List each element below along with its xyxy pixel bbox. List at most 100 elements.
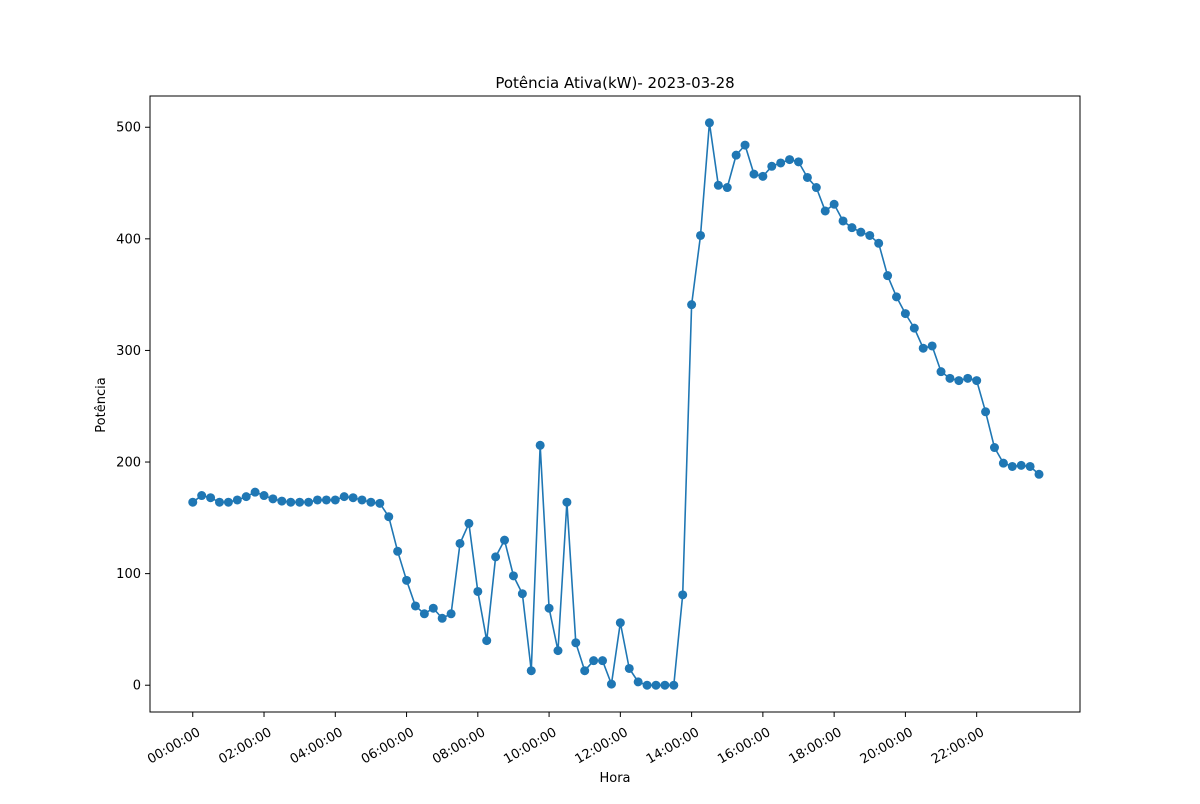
data-point	[553, 646, 563, 656]
data-point	[357, 495, 367, 505]
data-point	[633, 677, 643, 687]
data-point	[491, 552, 501, 562]
data-point	[767, 161, 777, 171]
data-point	[366, 497, 376, 507]
data-point	[295, 497, 305, 507]
data-point	[268, 494, 278, 504]
data-point	[749, 169, 759, 179]
data-point	[722, 183, 732, 193]
data-point	[384, 512, 394, 522]
data-point	[375, 498, 385, 508]
data-point	[410, 601, 420, 611]
data-point	[972, 376, 982, 386]
data-point	[241, 492, 251, 502]
data-point	[687, 300, 697, 310]
data-point	[562, 497, 572, 507]
data-point	[473, 586, 483, 596]
data-point	[615, 618, 625, 628]
data-point	[883, 271, 893, 281]
axes-frame	[149, 95, 1081, 713]
data-point	[651, 680, 661, 690]
data-point	[304, 497, 314, 507]
data-point	[829, 199, 839, 209]
data-point	[963, 373, 973, 383]
data-point	[989, 443, 999, 453]
data-point	[589, 656, 599, 666]
data-point	[259, 491, 269, 501]
data-point	[482, 636, 492, 646]
data-point	[455, 538, 465, 548]
data-point	[678, 590, 688, 600]
data-point	[339, 492, 349, 502]
y-tick-label: 100	[116, 567, 141, 582]
data-point	[642, 680, 652, 690]
data-point	[286, 497, 296, 507]
data-point	[223, 497, 233, 507]
data-point	[856, 227, 866, 237]
data-point	[544, 603, 554, 613]
data-point	[428, 603, 438, 613]
data-point	[393, 546, 403, 556]
y-tick-label: 300	[116, 344, 141, 359]
data-point	[446, 609, 456, 619]
data-point	[758, 171, 768, 181]
data-point	[954, 376, 964, 386]
data-point	[847, 223, 857, 233]
data-point	[1034, 469, 1044, 479]
y-tick-label: 400	[116, 232, 141, 247]
data-point	[214, 497, 224, 507]
data-point	[500, 535, 510, 545]
data-point	[464, 518, 474, 528]
data-point	[660, 680, 670, 690]
data-point	[820, 206, 830, 216]
data-point	[731, 150, 741, 160]
data-point	[535, 440, 545, 450]
data-point	[330, 495, 340, 505]
data-point	[571, 638, 581, 648]
data-point	[776, 158, 786, 168]
y-tick-label: 0	[133, 679, 141, 694]
data-point	[713, 180, 723, 190]
chart-title: Potência Ativa(kW)- 2023-03-28	[495, 74, 734, 92]
data-point	[1016, 460, 1026, 470]
data-point	[1025, 461, 1035, 471]
data-point	[802, 172, 812, 182]
data-point	[669, 680, 679, 690]
data-point	[696, 230, 706, 240]
data-point	[402, 575, 412, 585]
data-point	[197, 491, 207, 501]
y-tick-label: 500	[116, 121, 141, 136]
data-point	[909, 323, 919, 333]
data-point	[838, 216, 848, 226]
data-point	[785, 155, 795, 165]
data-point	[945, 373, 955, 383]
data-point	[188, 497, 198, 507]
data-point	[704, 118, 714, 128]
data-point	[811, 183, 821, 193]
y-tick-label: 200	[116, 456, 141, 471]
data-point	[891, 292, 901, 302]
data-point	[794, 157, 804, 167]
data-point	[624, 663, 634, 673]
data-point	[1007, 461, 1017, 471]
data-point	[348, 493, 358, 503]
data-point	[321, 495, 331, 505]
data-point	[740, 140, 750, 150]
data-point	[250, 487, 260, 497]
data-point	[517, 589, 527, 599]
data-point	[981, 407, 991, 417]
y-axis-label: Potência	[94, 377, 109, 432]
data-point	[580, 666, 590, 676]
data-point	[865, 230, 875, 240]
data-point	[606, 679, 616, 689]
x-axis-label: Hora	[599, 771, 630, 786]
data-point	[526, 666, 536, 676]
data-point	[419, 609, 429, 619]
data-point	[277, 496, 287, 506]
data-point	[437, 613, 447, 623]
data-point	[918, 343, 928, 353]
data-point	[900, 309, 910, 319]
